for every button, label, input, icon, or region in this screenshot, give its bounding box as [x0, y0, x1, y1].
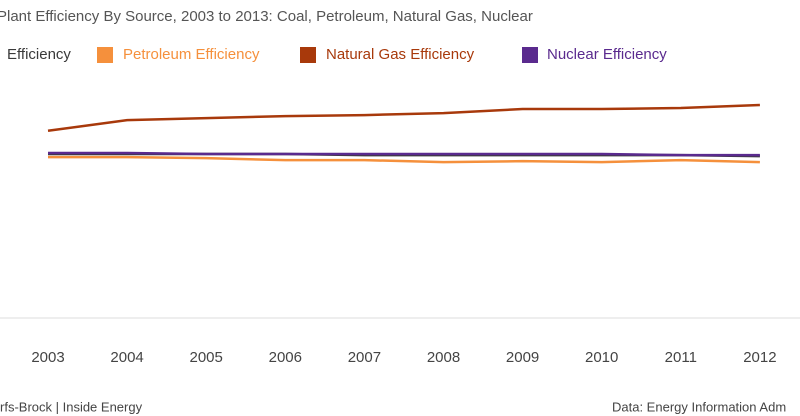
x-tick-label: 2009	[506, 349, 539, 366]
legend-label: Natural Gas Efficiency	[326, 46, 475, 63]
series-line	[48, 155, 760, 164]
footer-source: Data: Energy Information Adm	[612, 399, 786, 414]
chart-title: Plant Efficiency By Source, 2003 to 2013…	[0, 8, 533, 25]
legend-swatch	[522, 47, 538, 63]
x-tick-label: 2004	[110, 349, 143, 366]
legend-label: Petroleum Efficiency	[123, 46, 260, 63]
x-tick-label: 2011	[665, 349, 697, 366]
x-tick-label: 2003	[31, 349, 64, 366]
x-tick-label: 2008	[427, 349, 460, 366]
legend-swatch	[300, 47, 316, 63]
series-line	[48, 151, 760, 157]
x-tick-label: 2007	[348, 349, 381, 366]
x-tick-label: 2006	[269, 349, 302, 366]
x-tick-label: 2010	[585, 349, 618, 366]
legend-label: Efficiency	[7, 46, 71, 63]
x-tick-label: 2005	[190, 349, 223, 366]
x-tick-label: 2012	[743, 349, 776, 366]
series-line	[47, 103, 760, 133]
legend-label: Nuclear Efficiency	[547, 46, 667, 63]
legend-swatch	[97, 47, 113, 63]
footer-credit: rfs-Brock | Inside Energy	[0, 399, 143, 414]
